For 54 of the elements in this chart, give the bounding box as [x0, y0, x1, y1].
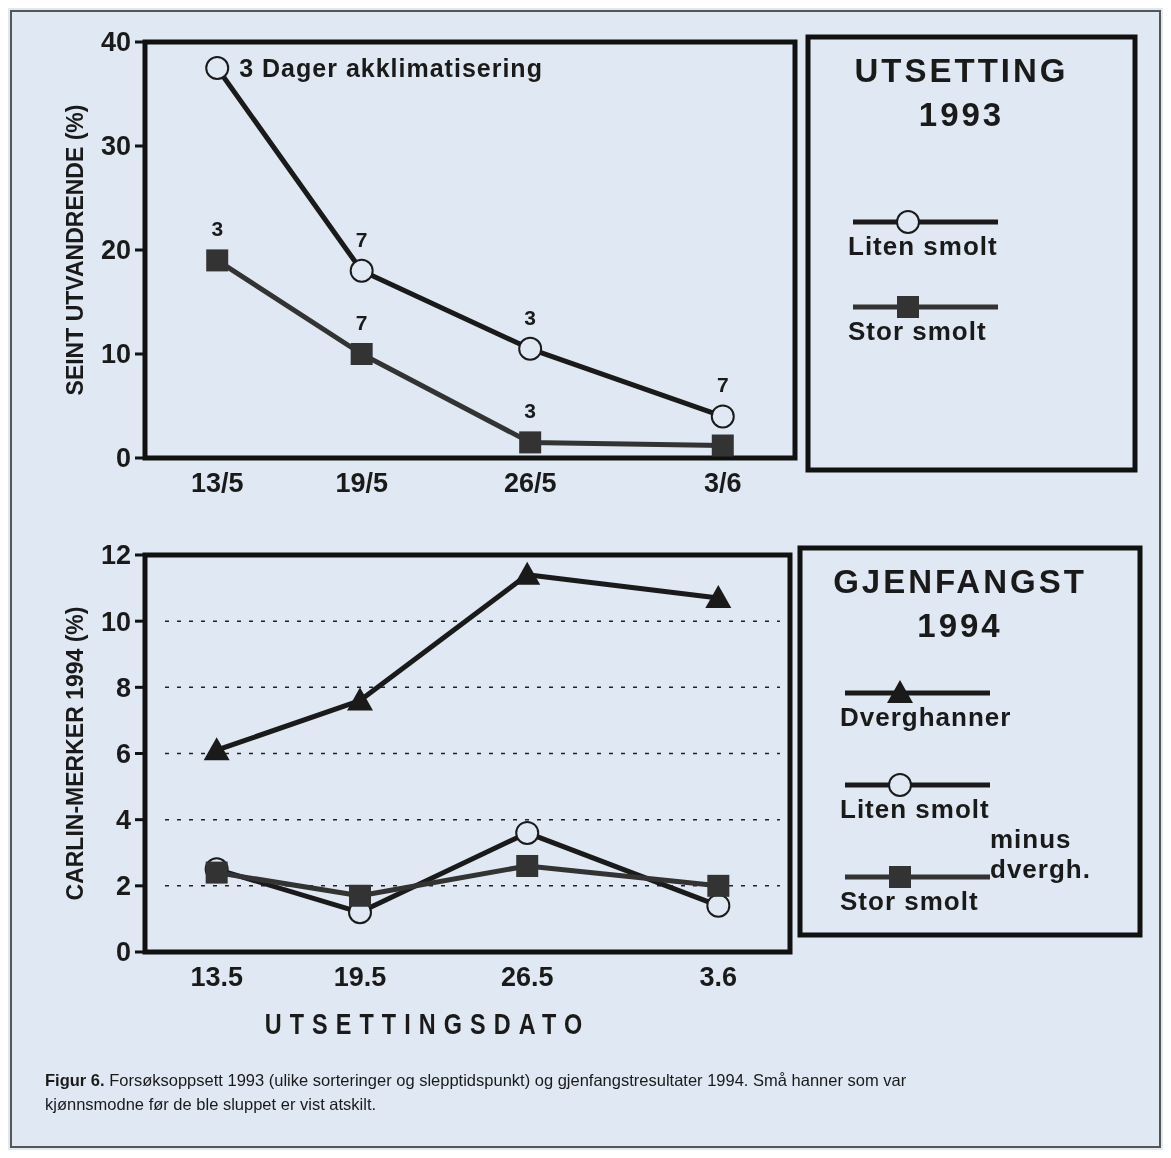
y-tick-label: 40	[100, 27, 131, 58]
text: Figur 6. Forsøksoppsett 1993 (ulike sorteringer og slepptidspunkt) og gjenfangstresultater 1994. Små hanner som var kjønnsmodne før de ble sluppet er vist atskilt.	[45, 1071, 907, 1113]
legend-label: Stor smolt	[840, 886, 979, 916]
annotation: 3	[524, 399, 537, 423]
point	[349, 884, 371, 907]
x-tick-label: 3/6	[704, 468, 742, 498]
point	[518, 336, 543, 361]
y-tick-label: 12	[100, 540, 131, 571]
x-tick-label: 26/5	[503, 468, 557, 498]
x-axis-title: UTSETTINGSDATO	[264, 1007, 591, 1041]
x-tick-label: 3.6	[699, 962, 738, 992]
point	[203, 737, 230, 761]
point	[205, 56, 230, 80]
y-tick-label: 20	[100, 235, 131, 266]
y-tick-label: 6	[115, 738, 131, 769]
point	[705, 585, 732, 609]
x-tick-label: 26.5	[500, 962, 554, 992]
y-tick-label: 2	[115, 871, 131, 902]
x-tick-label: 13/5	[190, 468, 244, 498]
annotation: 7	[716, 373, 729, 397]
y-tick-label: 0	[115, 443, 131, 474]
point	[515, 820, 540, 845]
annotation: 7	[355, 311, 368, 334]
point	[349, 258, 374, 283]
legend-label: Liten smolt minus dvergh.	[840, 794, 1091, 884]
y-tick-label: 10	[100, 606, 131, 637]
y-tick-label: 8	[115, 672, 131, 703]
y-axis-title: SEINT UTVANDRENDE (%)	[62, 104, 88, 396]
annotation: 7	[355, 227, 368, 251]
y-tick-label: 30	[100, 131, 131, 162]
point	[710, 404, 735, 429]
x-tick-label: 19/5	[335, 468, 388, 498]
annotation: 3 Dager akklimatisering	[239, 53, 543, 82]
legend-label: Liten smolt	[848, 231, 998, 261]
y-tick-label: 0	[115, 937, 131, 968]
legend-title: GJENFANGST 1994	[833, 563, 1087, 644]
annotation: 3	[524, 305, 537, 329]
y-tick-label: 10	[100, 339, 131, 370]
legend-label: Stor smolt	[848, 316, 987, 346]
y-tick-label: 4	[115, 805, 131, 836]
point	[519, 431, 542, 454]
y-axis-title: CARLIN-MERKER 1994 (%)	[62, 606, 88, 901]
point	[514, 561, 541, 585]
point	[206, 249, 229, 272]
point	[350, 343, 373, 365]
x-tick-label: 13.5	[190, 962, 243, 992]
x-tick-label: 19.5	[333, 962, 387, 992]
annotation: 3	[211, 217, 224, 241]
point	[516, 854, 539, 877]
legend-label: Dverghanner	[840, 702, 1012, 732]
legend-title: UTSETTING 1993	[854, 52, 1069, 133]
point	[711, 434, 734, 457]
point	[707, 874, 730, 897]
point	[347, 687, 373, 711]
